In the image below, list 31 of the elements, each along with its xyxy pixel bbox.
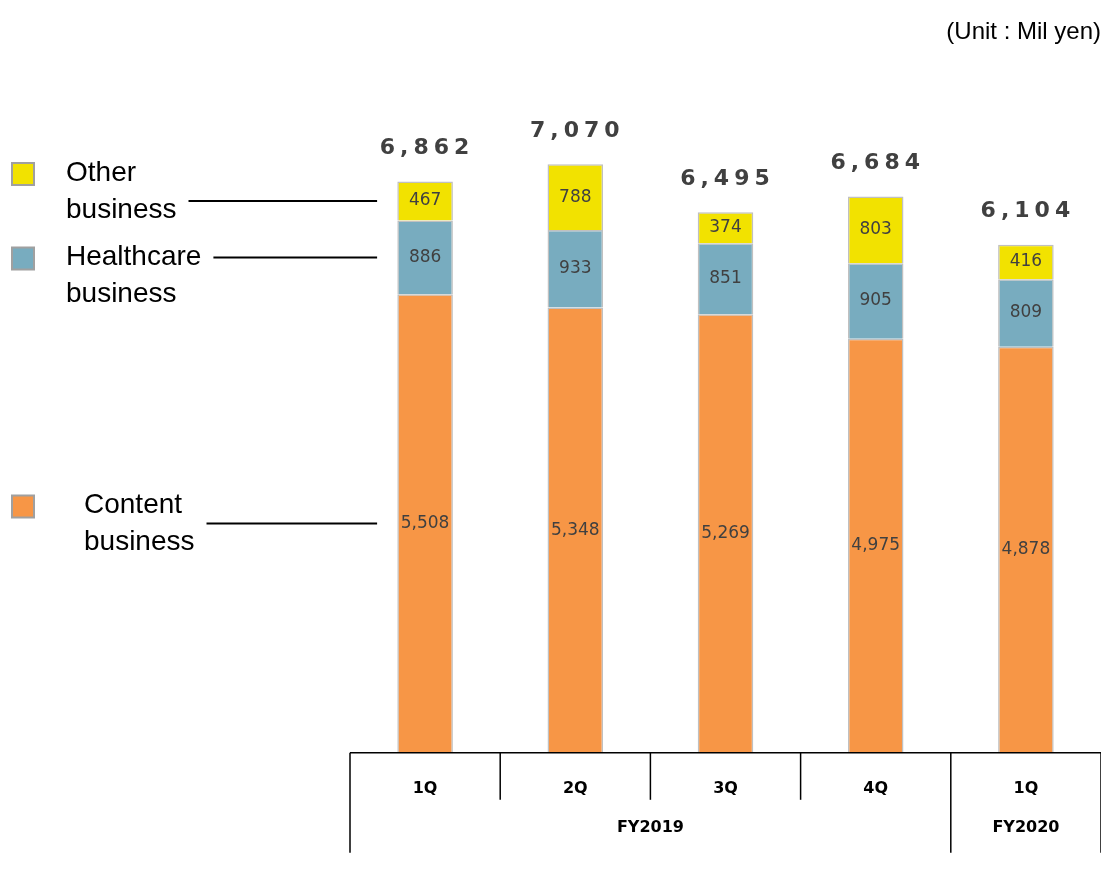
total-label: 6,684 (830, 149, 925, 175)
total-label: 7,070 (530, 117, 625, 143)
data-label: 5,348 (550, 518, 600, 539)
chart-subtitle: (Unit : Mil yen) (946, 17, 1101, 45)
data-label: 4,878 (1001, 538, 1051, 559)
data-label: 809 (1009, 301, 1043, 322)
legend-label: Other business (66, 155, 177, 224)
data-label: 467 (408, 189, 442, 210)
data-label: 905 (859, 289, 892, 310)
total-label: 6,862 (379, 134, 475, 160)
data-label: 4,975 (851, 534, 901, 555)
total-label: 6,495 (680, 164, 775, 190)
data-label: 788 (559, 185, 592, 206)
data-label: 803 (859, 218, 892, 239)
data-label: 886 (408, 245, 442, 266)
x-tick-label: 4Q (863, 777, 889, 797)
data-label: 5,508 (400, 511, 450, 532)
data-label: 5,269 (701, 521, 750, 542)
total-label: 6,104 (980, 197, 1076, 223)
x-tick-label: 1Q (1013, 777, 1039, 797)
data-label: 933 (559, 257, 592, 278)
text: FY2020 (992, 816, 1060, 836)
legend-label: Content business (84, 488, 195, 557)
x-tick-label: 3Q (713, 777, 738, 797)
data-label: 851 (709, 267, 742, 288)
x-tick-label: 1Q (412, 777, 438, 797)
legend-label: Healthcare business (66, 240, 202, 309)
data-label: 416 (1009, 250, 1043, 271)
text: FY2019 (616, 816, 684, 836)
x-tick-label: 2Q (562, 777, 588, 797)
data-label: 374 (709, 216, 742, 237)
